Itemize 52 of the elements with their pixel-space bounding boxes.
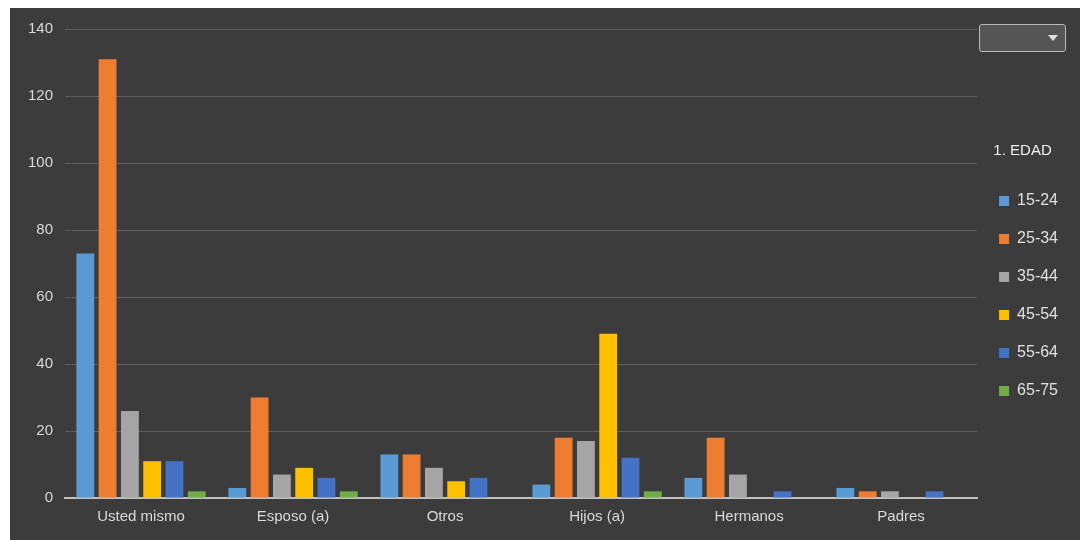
bar bbox=[925, 491, 944, 498]
legend-label: 15-24 bbox=[1017, 191, 1059, 209]
bar bbox=[76, 253, 95, 498]
x-tick-label: Usted mismo bbox=[97, 507, 185, 525]
bar bbox=[317, 477, 336, 498]
bar bbox=[228, 487, 247, 498]
bar bbox=[187, 491, 206, 498]
bar bbox=[576, 441, 595, 498]
legend-label: 45-54 bbox=[1017, 305, 1059, 323]
bar bbox=[120, 410, 139, 498]
bar bbox=[554, 437, 573, 498]
bar bbox=[272, 474, 291, 498]
legend-label: 65-75 bbox=[1017, 381, 1059, 399]
bar bbox=[98, 59, 117, 498]
x-tick-label: Padres bbox=[877, 507, 925, 525]
y-tick-label: 100 bbox=[28, 153, 54, 171]
bar bbox=[402, 454, 421, 498]
bar bbox=[773, 491, 792, 498]
y-tick-label: 20 bbox=[36, 421, 54, 439]
x-tick-label: Otros bbox=[426, 507, 464, 525]
x-tick-label: Hermanos bbox=[714, 507, 784, 525]
bar bbox=[295, 467, 314, 498]
bar bbox=[836, 487, 855, 498]
bar bbox=[621, 457, 640, 498]
legend-label: 55-64 bbox=[1017, 343, 1059, 361]
y-tick-label: 140 bbox=[28, 19, 54, 37]
bar bbox=[643, 491, 662, 498]
bar bbox=[380, 454, 399, 498]
bar bbox=[250, 397, 269, 498]
y-tick-label: 80 bbox=[36, 220, 54, 238]
legend-label: 25-34 bbox=[1017, 229, 1059, 247]
bar bbox=[165, 461, 184, 498]
bar bbox=[599, 333, 618, 498]
legend-label: 35-44 bbox=[1017, 267, 1059, 285]
bar bbox=[684, 477, 703, 498]
bar bbox=[424, 467, 443, 498]
bar bbox=[729, 474, 747, 498]
bar bbox=[706, 437, 725, 498]
bar bbox=[469, 477, 488, 498]
bar bbox=[532, 484, 551, 498]
x-tick-label: Hijos (a) bbox=[569, 507, 625, 525]
x-tick-label: Esposo (a) bbox=[256, 507, 330, 525]
legend-title: 1. EDAD bbox=[993, 140, 1052, 158]
bar bbox=[447, 481, 466, 498]
y-tick-label: 0 bbox=[44, 488, 54, 506]
y-tick-label: 120 bbox=[28, 86, 54, 104]
y-tick-label: 60 bbox=[36, 287, 54, 305]
y-tick-label: 40 bbox=[36, 354, 54, 372]
bar bbox=[143, 461, 162, 498]
bar bbox=[339, 491, 358, 498]
bar bbox=[858, 491, 877, 498]
bar bbox=[881, 491, 899, 498]
